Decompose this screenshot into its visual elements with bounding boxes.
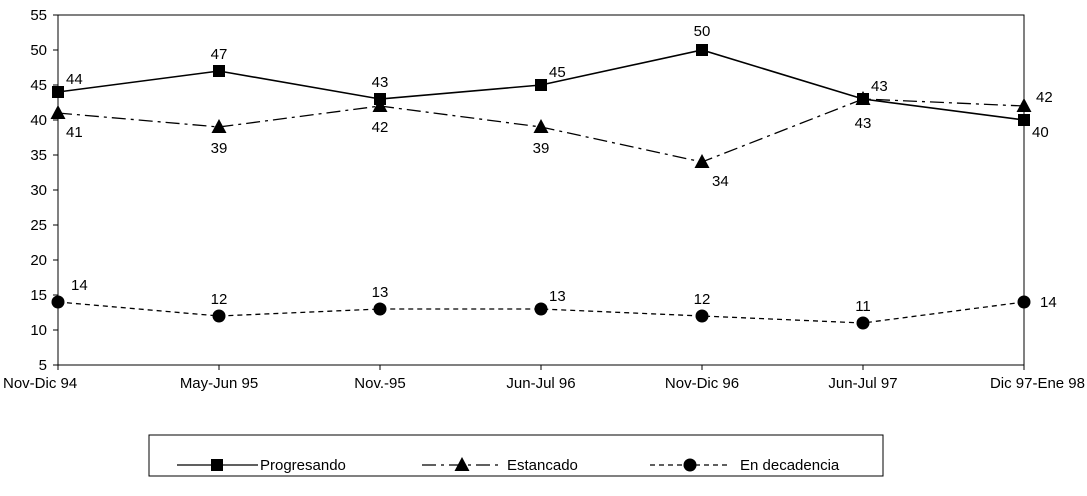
data-label: 47 (211, 46, 228, 63)
series-marker-circle (1017, 295, 1031, 309)
series-marker-triangle (454, 457, 470, 471)
y-tick-label: 55 (30, 7, 47, 24)
y-tick-label: 30 (30, 182, 47, 199)
data-label: 14 (1040, 294, 1057, 311)
y-tick-label: 20 (30, 252, 47, 269)
series-marker-triangle (855, 91, 871, 105)
series-marker-circle (212, 309, 226, 323)
x-axis: Nov-Dic 94 May-Jun 95 Nov.-95 Jun-Jul 96 Nov… (3, 365, 1085, 392)
y-tick-label: 45 (30, 77, 47, 94)
data-label: 43 (871, 78, 888, 95)
series-marker-triangle (694, 154, 710, 168)
series-marker-square (696, 44, 708, 56)
data-label: 50 (694, 23, 711, 40)
data-label: 43 (855, 115, 872, 132)
y-tick-label: 5 (39, 357, 47, 374)
series-marker-square (211, 459, 223, 471)
data-labels: 44 47 43 45 50 43 40 41 39 42 39 34 43 42 14 12 13 13 12 11… (66, 23, 1057, 315)
series-marker-circle (856, 316, 870, 330)
series-marker-square (213, 65, 225, 77)
series-marker-triangle (50, 105, 66, 119)
data-label: 41 (66, 124, 83, 141)
series-marker-circle (683, 458, 697, 472)
y-axis: 5 10 15 20 25 30 35 40 45 50 55 (30, 7, 58, 374)
x-tick-label: Jun-Jul 97 (828, 375, 897, 392)
data-label: 12 (694, 291, 711, 308)
data-label: 39 (211, 140, 228, 157)
legend-box (148, 434, 884, 477)
series-marker-triangle (372, 98, 388, 112)
data-label: 14 (71, 277, 88, 294)
series-marker-circle (695, 309, 709, 323)
y-tick-label: 50 (30, 42, 47, 59)
series-marker-triangle (211, 119, 227, 133)
legend-item-estancado: Estancado (422, 457, 578, 474)
series-marker-square (1018, 114, 1030, 126)
data-label: 34 (712, 173, 729, 190)
x-tick-label: Nov.-95 (354, 375, 405, 392)
legend: Progresando Estancado En decadencia (148, 434, 884, 477)
data-label: 45 (549, 64, 566, 81)
data-label: 12 (211, 291, 228, 308)
series-marker-square (52, 86, 64, 98)
x-tick-label: May-Jun 95 (180, 375, 258, 392)
series-marker-circle (534, 302, 548, 316)
data-label: 39 (533, 140, 550, 157)
data-label: 11 (855, 298, 871, 315)
legend-label: Progresando (260, 457, 346, 474)
legend-label: Estancado (507, 457, 578, 474)
series-layer (50, 44, 1032, 330)
data-label: 44 (66, 71, 83, 88)
legend-item-progresando: Progresando (177, 457, 346, 474)
data-label: 40 (1032, 124, 1049, 141)
x-tick-label: Nov-Dic 94 (3, 375, 77, 392)
data-label: 13 (549, 288, 566, 305)
y-tick-label: 40 (30, 112, 47, 129)
y-tick-label: 25 (30, 217, 47, 234)
series-en-decadencia (51, 295, 1031, 330)
data-label: 13 (372, 284, 389, 301)
series-marker-triangle (533, 119, 549, 133)
y-tick-label: 15 (30, 287, 47, 304)
legend-label: En decadencia (740, 457, 840, 474)
y-tick-label: 10 (30, 322, 47, 339)
series-marker-square (535, 79, 547, 91)
series-marker-triangle (1016, 98, 1032, 112)
legend-item-en-decadencia: En decadencia (650, 457, 840, 474)
x-tick-label: Dic 97-Ene 98 (990, 375, 1085, 392)
y-tick-label: 35 (30, 147, 47, 164)
series-estancado (50, 91, 1032, 168)
x-tick-label: Jun-Jul 96 (506, 375, 575, 392)
data-label: 43 (372, 74, 389, 91)
x-tick-label: Nov-Dic 96 (665, 375, 739, 392)
series-marker-circle (373, 302, 387, 316)
series-marker-circle (51, 295, 65, 309)
data-label: 42 (372, 119, 389, 136)
data-label: 42 (1036, 89, 1053, 106)
